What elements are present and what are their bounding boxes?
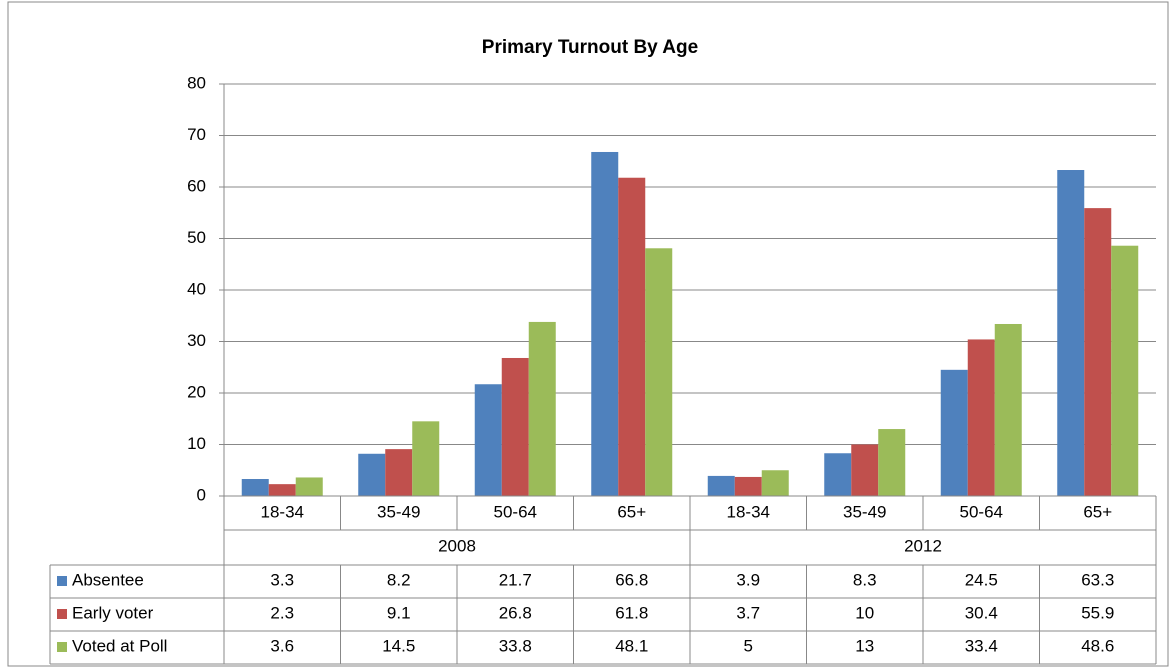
table-value: 48.6 <box>1081 636 1114 655</box>
bar <box>528 321 556 496</box>
bar <box>761 470 789 496</box>
y-tick-label: 0 <box>197 485 206 504</box>
table-value: 14.5 <box>382 636 415 655</box>
table-value: 8.2 <box>387 570 411 589</box>
y-tick-label: 80 <box>187 73 206 92</box>
bar <box>707 475 735 496</box>
table-value: 66.8 <box>615 570 648 589</box>
table-value: 9.1 <box>387 603 411 622</box>
bar <box>358 453 386 496</box>
table-value: 26.8 <box>499 603 532 622</box>
bar <box>501 357 529 496</box>
table-value: 21.7 <box>499 570 532 589</box>
table-value: 33.4 <box>965 636 998 655</box>
bar <box>967 339 995 496</box>
y-tick-label: 20 <box>187 382 206 401</box>
chart-title: Primary Turnout By Age <box>482 37 698 58</box>
bar <box>1057 170 1085 496</box>
table-value: 2.3 <box>270 603 294 622</box>
x-tick-label: 18-34 <box>727 502 770 521</box>
table-value: 63.3 <box>1081 570 1114 589</box>
table-value: 13 <box>855 636 874 655</box>
table-value: 48.1 <box>615 636 648 655</box>
legend-swatch <box>57 576 67 586</box>
y-tick-label: 10 <box>187 434 206 453</box>
x-tick-label: 65+ <box>617 502 646 521</box>
x-tick-label: 50-64 <box>494 502 537 521</box>
y-tick-label: 40 <box>187 279 206 298</box>
bar <box>851 444 879 496</box>
table-value: 30.4 <box>965 603 998 622</box>
table-value: 3.9 <box>736 570 760 589</box>
legend-swatch <box>57 642 67 652</box>
bar <box>241 479 269 496</box>
table-value: 3.7 <box>736 603 760 622</box>
legend-label: Early voter <box>72 603 154 622</box>
x-tick-label: 35-49 <box>377 502 420 521</box>
legend-label: Voted at Poll <box>72 636 167 655</box>
bar <box>645 248 673 496</box>
y-tick-label: 50 <box>187 228 206 247</box>
table-value: 3.6 <box>270 636 294 655</box>
table-value: 55.9 <box>1081 603 1114 622</box>
table-value: 33.8 <box>499 636 532 655</box>
bar <box>385 449 413 496</box>
bar <box>940 369 968 496</box>
bar <box>412 421 440 496</box>
group-label: 2012 <box>904 536 942 555</box>
table-value: 61.8 <box>615 603 648 622</box>
x-tick-label: 50-64 <box>960 502 1003 521</box>
bar <box>1084 208 1112 497</box>
table-value: 5 <box>744 636 753 655</box>
y-tick-label: 70 <box>187 125 206 144</box>
y-tick-label: 60 <box>187 176 206 195</box>
table-value: 24.5 <box>965 570 998 589</box>
bar <box>474 384 502 496</box>
bar <box>268 484 296 496</box>
bar <box>994 323 1022 496</box>
chart-border <box>7 1 1169 667</box>
bar <box>824 453 852 496</box>
x-tick-label: 35-49 <box>843 502 886 521</box>
bar <box>295 477 323 496</box>
bar <box>1111 245 1139 496</box>
x-tick-label: 18-34 <box>261 502 304 521</box>
bar <box>878 429 906 496</box>
group-label: 2008 <box>438 536 476 555</box>
table-value: 8.3 <box>853 570 877 589</box>
legend-label: Absentee <box>72 570 144 589</box>
table-value: 3.3 <box>270 570 294 589</box>
bar <box>618 177 646 497</box>
y-tick-label: 30 <box>187 331 206 350</box>
legend-swatch <box>57 609 67 619</box>
table-value: 10 <box>855 603 874 622</box>
x-tick-label: 65+ <box>1083 502 1112 521</box>
bar <box>591 151 619 497</box>
bar <box>734 476 762 496</box>
